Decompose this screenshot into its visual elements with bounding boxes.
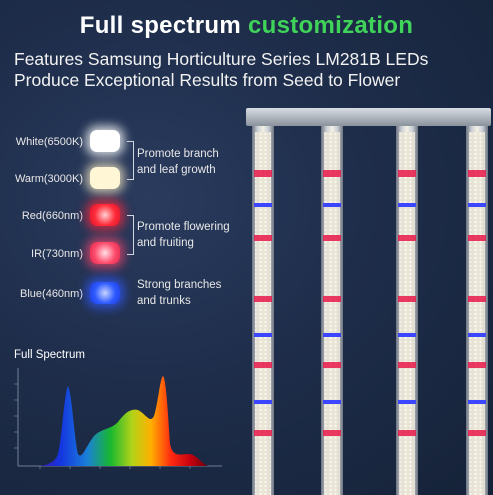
led-swatch-white [90, 130, 120, 152]
description-branches-trunks: Strong branches and trunks [137, 279, 222, 307]
light-bar-3 [396, 126, 418, 495]
led-label-ir: IR(730nm) [31, 248, 83, 260]
light-fixture [246, 108, 491, 495]
led-swatch-ir [90, 242, 120, 264]
led-swatch-warm [90, 167, 120, 189]
spectrum-title: Full Spectrum [14, 349, 85, 361]
led-swatch-red [90, 204, 120, 226]
spectrum-curve [40, 376, 208, 466]
description-branch-leaf: Promote branch and leaf growth [137, 148, 219, 176]
led-label-blue: Blue(460nm) [20, 288, 83, 300]
bracket-red-ir [127, 215, 134, 255]
subtitle-line-2: Produce Exceptional Results from Seed to… [14, 70, 401, 90]
light-bar-2 [321, 126, 343, 495]
led-swatch-blue [90, 282, 120, 304]
page-title: Full spectrum customization [79, 12, 414, 39]
bracket-white-warm [127, 141, 134, 180]
spectrum-graph [14, 368, 222, 469]
led-label-white: White(6500K) [15, 136, 83, 148]
fixture-top-frame [246, 108, 491, 126]
subtitle-line-1: Features Samsung Horticulture Series LM2… [14, 49, 429, 69]
light-bar-4 [466, 126, 488, 495]
light-bar-1 [252, 126, 274, 495]
subtitle: Features Samsung Horticulture Series LM2… [14, 49, 489, 91]
spectrum-ticks [14, 383, 191, 469]
led-label-red: Red(660nm) [21, 210, 83, 222]
description-flowering: Promote flowering and fruiting [137, 221, 230, 249]
led-label-warm: Warm(3000K) [14, 173, 83, 185]
